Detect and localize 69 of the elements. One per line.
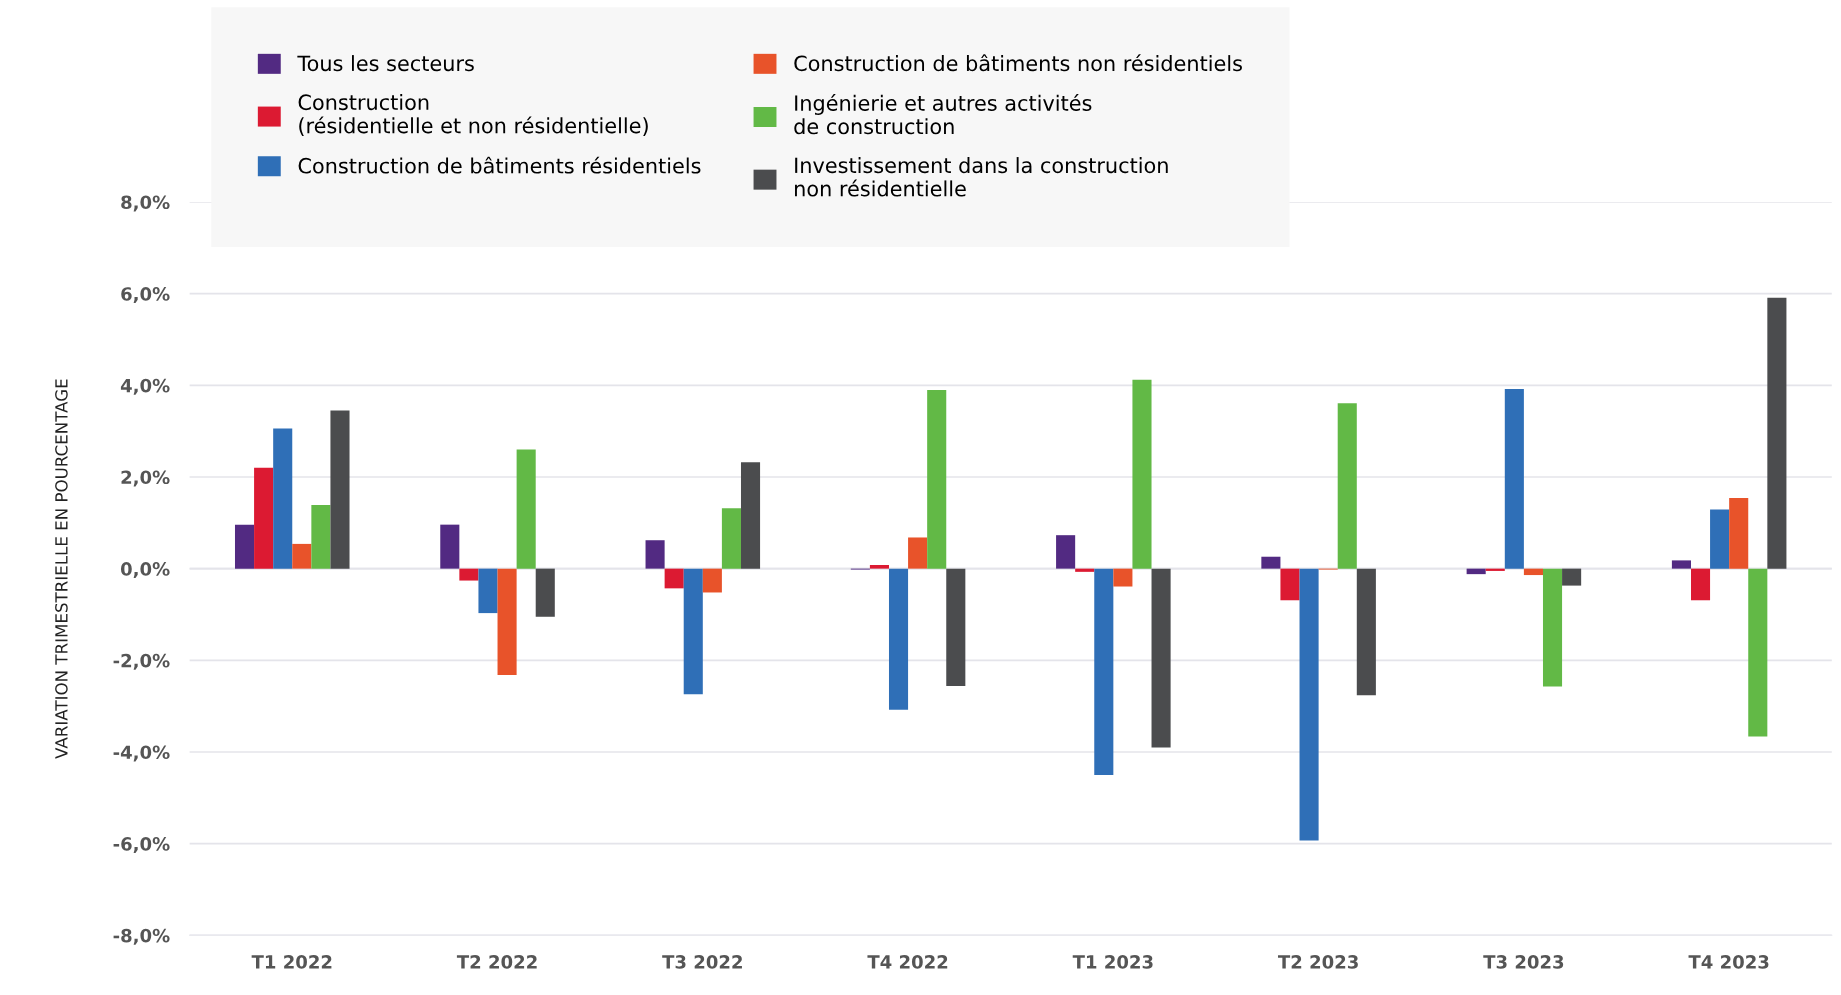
bar [234, 524, 255, 569]
x-tick-label: T3 2022 [662, 955, 742, 969]
x-tick-label: T3 2023 [1483, 955, 1564, 969]
y-tick-label: -6,0% [113, 837, 170, 854]
y-tick-label: 2,0% [121, 470, 170, 487]
bar [740, 462, 761, 569]
x-tick-label: T2 2022 [456, 955, 537, 969]
bar [1132, 379, 1152, 569]
y-tick-label: -8,0% [113, 928, 170, 945]
y-axis-title: VARIATION TRIMESTRIELLE EN POURCENTAGE [55, 379, 68, 759]
bar [1710, 509, 1730, 569]
legend-label: Ingénierie et autres activités de construction [794, 94, 1092, 135]
bar [1113, 568, 1133, 587]
bar [1280, 568, 1300, 601]
x-tick-label: T4 2023 [1688, 955, 1769, 969]
bar [908, 537, 928, 569]
legend-label: Investissement dans la construction non résidentielle [795, 157, 1168, 197]
bar [927, 389, 947, 569]
legend-label: Construction (résidentielle et non résidentielle) [298, 94, 648, 136]
bar [1299, 568, 1319, 841]
bar [311, 504, 331, 569]
bar [1261, 556, 1281, 569]
x-tick-label: T2 2023 [1278, 955, 1358, 969]
bar [721, 508, 741, 569]
bar [1542, 568, 1563, 687]
bar [1523, 568, 1543, 576]
bar [1337, 403, 1357, 569]
bar [1748, 568, 1768, 737]
bar [254, 467, 274, 569]
bar [478, 568, 498, 614]
bar [440, 524, 460, 569]
bar [869, 564, 889, 569]
bar [1562, 568, 1582, 586]
bar [535, 568, 555, 617]
bar [330, 410, 350, 569]
bar [702, 568, 722, 593]
bar [516, 449, 536, 569]
bar [292, 543, 312, 569]
bar [1729, 498, 1749, 569]
bar [1466, 568, 1486, 575]
y-tick-label: 4,0% [120, 378, 170, 395]
bar [497, 568, 517, 675]
bar [1767, 297, 1787, 569]
x-tick-label: T1 2022 [251, 955, 332, 969]
bar [664, 568, 684, 589]
y-tick-label: 6,0% [121, 287, 170, 304]
legend-label: Construction de bâtiments non résidentiels [794, 54, 1242, 72]
bar [1356, 568, 1376, 696]
x-tick-label: T1 2023 [1072, 955, 1153, 969]
bar [645, 540, 665, 569]
legend-label: Tous les secteurs [297, 55, 474, 72]
bar [1504, 388, 1524, 569]
y-tick-label: -2,0% [113, 653, 170, 670]
legend-label: Construction de bâtiments résidentiels [298, 156, 701, 174]
bar [1094, 568, 1114, 775]
bar [683, 568, 703, 695]
bar [1151, 568, 1171, 748]
bar [946, 568, 966, 686]
bar [459, 568, 479, 581]
bar [1690, 568, 1711, 601]
bar [273, 428, 293, 569]
y-tick-label: -4,0% [113, 745, 170, 762]
y-tick-label: 8,0% [121, 195, 170, 212]
bar [1056, 535, 1076, 569]
x-tick-label: T4 2022 [867, 955, 948, 969]
bar [888, 568, 909, 710]
bar [1671, 560, 1691, 569]
bar [1075, 568, 1095, 572]
y-tick-label: 0,0% [120, 562, 170, 579]
